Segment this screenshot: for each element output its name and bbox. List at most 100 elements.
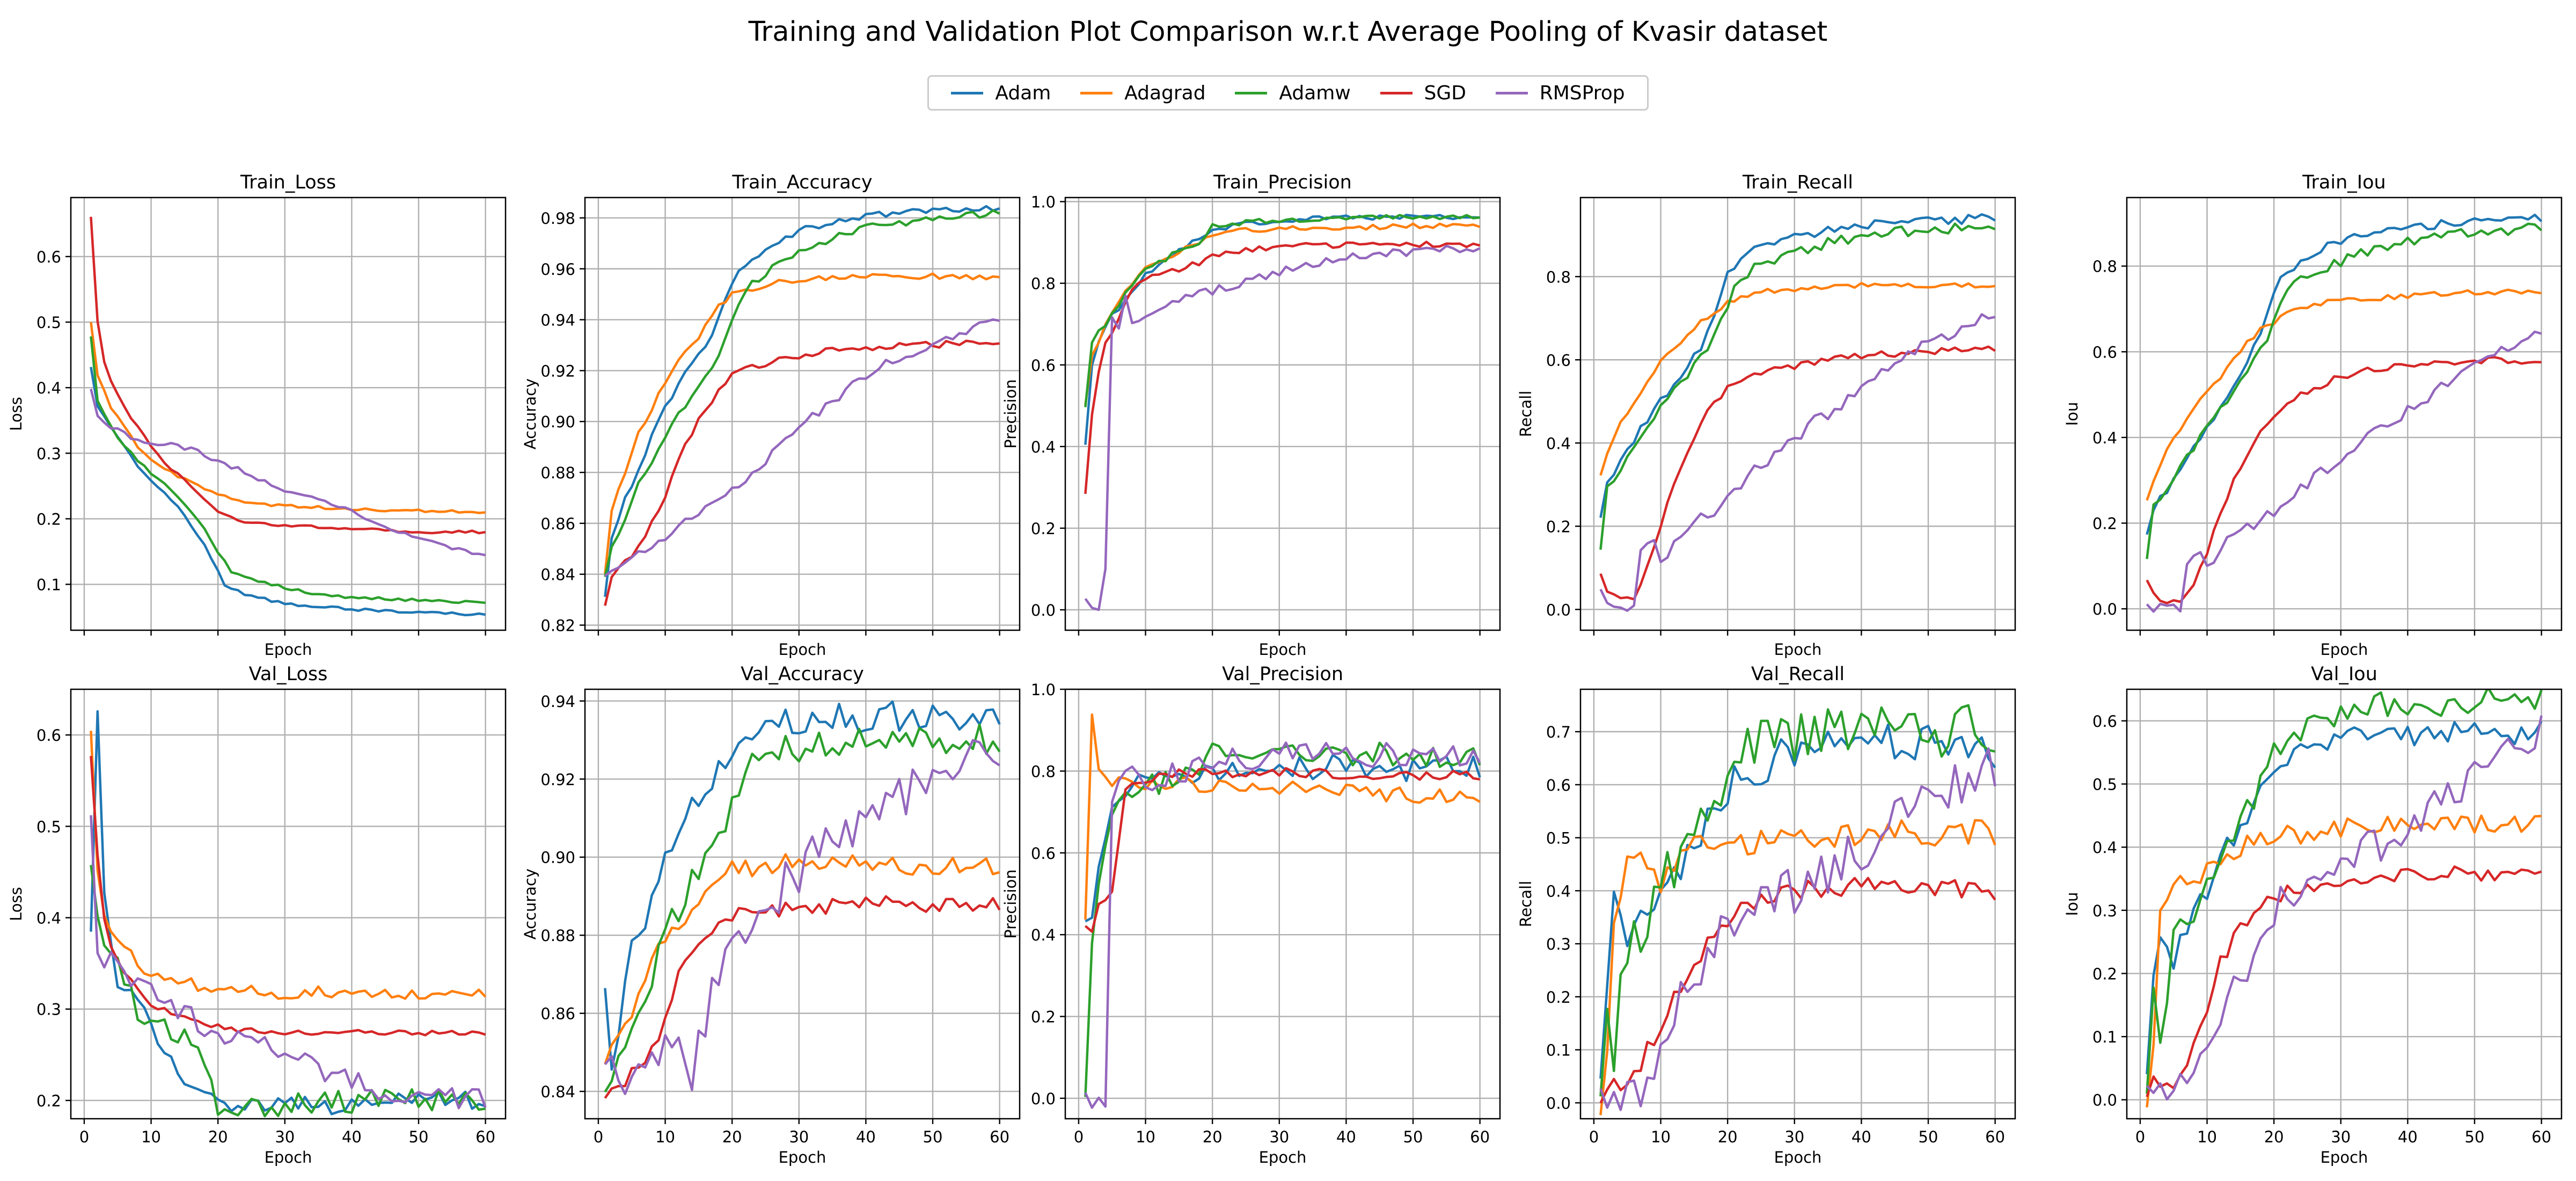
- series-line-adamw: [2146, 689, 2543, 1094]
- series-line-rmsprop: [1084, 244, 1481, 611]
- series-line-rmsprop: [2146, 330, 2542, 613]
- legend-item-rmsprop: RMSProp: [1495, 82, 1625, 104]
- legend-label-adamw: Adamw: [1279, 82, 1351, 104]
- series-line-sgd: [2146, 865, 2542, 1097]
- series-line-adam: [604, 700, 1001, 1071]
- x-tick-label: 40: [2398, 1128, 2418, 1146]
- y-tick-label: 0.0: [1546, 601, 1571, 619]
- legend-item-adagrad: Adagrad: [1080, 82, 1206, 104]
- series-line-adamw: [604, 209, 1000, 577]
- x-tick-label: 40: [1851, 1128, 1871, 1146]
- y-tick-label: 0.3: [2092, 902, 2117, 920]
- y-axis-label: Recall: [1517, 881, 1535, 928]
- legend-swatch-rmsprop: [1495, 91, 1528, 94]
- x-axis-label: Epoch: [1259, 640, 1307, 659]
- y-tick-label: 1.0: [1031, 193, 1056, 212]
- y-tick-label: 0.86: [540, 515, 575, 533]
- x-tick-label: 30: [1784, 1128, 1804, 1146]
- subplot-train-iou: 0.0 0.2 0.4 0.6 0.8 Train_Iou Epoch Iou: [2063, 172, 2563, 659]
- series-line-sgd: [1599, 877, 1996, 1104]
- legend-label-adam: Adam: [995, 82, 1051, 104]
- y-tick-label: 0.2: [36, 1092, 61, 1110]
- x-tick-label: 20: [722, 1128, 742, 1146]
- y-tick-label: 0.88: [540, 927, 575, 945]
- legend-swatch-adamw: [1235, 91, 1268, 94]
- y-tick-label: 0.6: [36, 726, 61, 745]
- x-tick-label: 40: [856, 1128, 876, 1146]
- series-line-rmsprop: [1599, 747, 1996, 1111]
- x-tick-label: 60: [1985, 1128, 2005, 1146]
- y-tick-label: 0.82: [540, 617, 575, 635]
- y-tick-label: 0.8: [1031, 275, 1056, 293]
- y-tick-label: 0.90: [540, 849, 575, 867]
- y-tick-label: 0.6: [2092, 343, 2117, 361]
- series-line-sgd: [604, 339, 1000, 606]
- x-tick-label: 20: [2264, 1128, 2284, 1146]
- series-line-sgd: [90, 756, 486, 1037]
- x-axis-label: Epoch: [2321, 1148, 2368, 1167]
- y-tick-label: 0.0: [2092, 600, 2117, 618]
- figure-title: Training and Validation Plot Comparison …: [748, 16, 1828, 48]
- series-line-sgd: [90, 216, 486, 535]
- series-line-adam: [604, 205, 1000, 597]
- legend-label-rmsprop: RMSProp: [1539, 82, 1625, 104]
- x-tick-label: 30: [1269, 1128, 1289, 1146]
- x-tick-label: 50: [1403, 1128, 1423, 1146]
- series-line-sgd: [1599, 345, 1996, 601]
- y-tick-label: 0.5: [1546, 829, 1571, 848]
- x-axis-label: Epoch: [779, 1148, 826, 1167]
- series-line-adagrad: [604, 853, 1000, 1065]
- y-tick-label: 0.94: [540, 692, 575, 711]
- x-tick-label: 0: [2135, 1128, 2145, 1146]
- y-tick-label: 0.1: [1546, 1041, 1571, 1060]
- x-tick-label: 60: [475, 1128, 495, 1146]
- subplot-title: Val_Recall: [1751, 664, 1845, 685]
- x-tick-label: 40: [1336, 1128, 1356, 1146]
- y-tick-label: 0.1: [36, 576, 61, 594]
- y-axis-label: Accuracy: [521, 378, 539, 449]
- x-axis-label: Epoch: [265, 1148, 312, 1167]
- x-axis-label: Epoch: [2321, 640, 2368, 659]
- series-line-adamw: [1084, 741, 1481, 1097]
- plot-frame: [2126, 196, 2563, 631]
- series-line-sgd: [604, 895, 1001, 1099]
- series-line-adam: [1599, 723, 1996, 1079]
- y-tick-label: 0.4: [1031, 926, 1056, 944]
- series-line-adagrad: [2146, 814, 2542, 1107]
- y-tick-label: 0.1: [2092, 1028, 2117, 1046]
- y-tick-label: 0.8: [1546, 268, 1571, 286]
- series-line-adamw: [1084, 214, 1480, 407]
- y-tick-label: 0.8: [2092, 258, 2117, 276]
- y-tick-label: 0.90: [540, 413, 575, 431]
- y-tick-label: 0.4: [1031, 438, 1056, 456]
- x-tick-label: 20: [1203, 1128, 1223, 1146]
- series-line-adamw: [90, 336, 486, 604]
- x-tick-label: 0: [594, 1128, 603, 1146]
- series-line-sgd: [1084, 240, 1481, 494]
- legend-swatch-adam: [951, 91, 984, 94]
- subplot-title: Val_Accuracy: [741, 664, 864, 685]
- x-tick-label: 0: [1589, 1128, 1599, 1146]
- y-axis-label: Precision: [1001, 379, 1020, 448]
- series-line-adagrad: [2146, 288, 2542, 501]
- y-tick-label: 0.4: [36, 379, 61, 397]
- x-tick-label: 40: [342, 1128, 362, 1146]
- subplot-val-iou: 0.0 0.1 0.2 0.3 0.4 0.5 0.6 0 10 20 30 40 50 60 Val_Io…: [2063, 664, 2563, 1167]
- y-tick-label: 0.3: [36, 444, 61, 463]
- y-axis-label: Precision: [1001, 869, 1020, 938]
- series-line-adam: [2146, 720, 2543, 1075]
- plot-frame: [1064, 196, 1501, 631]
- x-tick-label: 20: [1718, 1128, 1738, 1146]
- plot-frame: [70, 688, 507, 1120]
- series-line-rmsprop: [1084, 741, 1481, 1109]
- series-line-adamw: [2146, 222, 2543, 559]
- plot-frame: [2126, 688, 2563, 1120]
- y-axis-label: Loss: [7, 397, 25, 431]
- series-line-sgd: [1084, 767, 1480, 933]
- subplot-title: Val_Loss: [249, 664, 328, 685]
- series-line-adamw: [90, 865, 486, 1118]
- y-tick-label: 1.0: [1031, 681, 1056, 699]
- series-line-adam: [90, 710, 486, 1116]
- x-tick-label: 60: [990, 1128, 1009, 1146]
